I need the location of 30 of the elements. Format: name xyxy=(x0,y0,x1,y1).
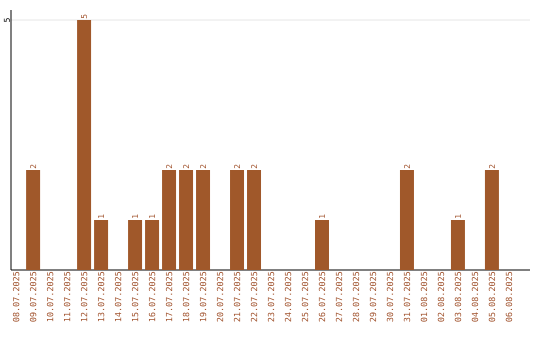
x-tick-label: 22.07.2025 xyxy=(250,272,258,322)
x-tick-label: 25.07.2025 xyxy=(302,272,308,322)
x-tick-label: 31.07.2025 xyxy=(404,272,410,322)
x-tick-label: 23.07.2025 xyxy=(268,272,274,322)
x-tick-label: 20.07.2025 xyxy=(216,272,224,322)
x-tick-label: 13.07.2025 xyxy=(98,272,104,322)
x-tick-label: 08.07.2025 xyxy=(12,272,20,322)
x-tick-label: 04.08.2025 xyxy=(472,272,478,322)
x-tick-label: 09.07.2025 xyxy=(30,272,36,322)
x-tick-label: 26.07.2025 xyxy=(318,272,326,322)
x-tick-label: 05.08.2025 xyxy=(488,272,496,322)
x-tick-label: 06.08.2025 xyxy=(506,272,512,322)
x-tick-label: 17.07.2025 xyxy=(166,272,172,322)
x-tick-label: 12.07.2025 xyxy=(80,272,88,322)
x-tick-label: 14.07.2025 xyxy=(114,272,122,322)
x-tick-label: 03.08.2025 xyxy=(454,272,462,322)
x-tick-label: 01.08.2025 xyxy=(420,272,428,322)
x-tick-label: 21.07.2025 xyxy=(234,272,240,322)
x-tick-label: 11.07.2025 xyxy=(64,272,70,322)
x-tick-label: 10.07.2025 xyxy=(46,272,54,322)
x-tick-label: 02.08.2025 xyxy=(438,272,444,322)
x-tick-label: 19.07.2025 xyxy=(200,272,206,322)
x-tick-label: 15.07.2025 xyxy=(132,272,138,322)
x-tick-label: 24.07.2025 xyxy=(284,272,292,322)
x-tick-label: 30.07.2025 xyxy=(386,272,394,322)
x-tick-label: 18.07.2025 xyxy=(182,272,190,322)
x-tick-label: 16.07.2025 xyxy=(148,272,156,322)
x-tick-label: 29.07.2025 xyxy=(370,272,376,322)
x-tick-label: 27.07.2025 xyxy=(336,272,342,322)
x-tick-label: 28.07.2025 xyxy=(352,272,360,322)
